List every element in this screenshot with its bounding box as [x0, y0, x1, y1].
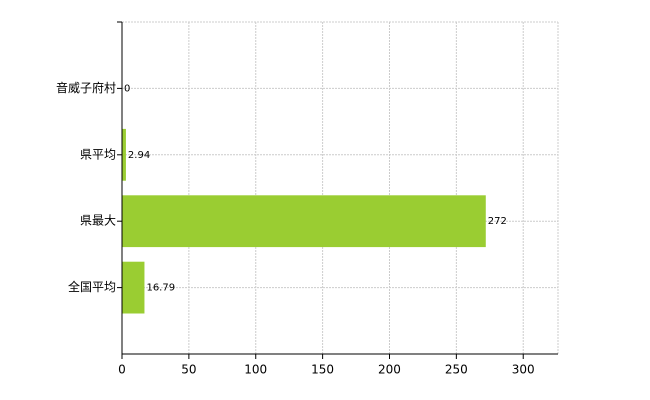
value-label: 0 — [124, 83, 130, 94]
value-label: 2.94 — [128, 150, 150, 161]
y-tick-label: 県最大 — [80, 214, 116, 228]
x-tick-label: 250 — [445, 363, 468, 377]
x-tick-label: 100 — [244, 363, 267, 377]
bar — [122, 128, 126, 181]
x-tick-label: 300 — [512, 363, 535, 377]
bar — [122, 195, 486, 248]
y-tick-label: 音威子府村 — [56, 80, 116, 95]
value-label: 16.79 — [146, 283, 175, 294]
x-tick-label: 0 — [118, 363, 126, 377]
x-tick-label: 200 — [378, 363, 401, 377]
value-label: 272 — [488, 216, 507, 227]
x-tick-label: 50 — [181, 363, 196, 377]
y-tick-label: 全国平均 — [68, 279, 116, 294]
bar — [122, 261, 145, 314]
y-tick-label: 県平均 — [80, 147, 116, 161]
x-tick-label: 150 — [311, 363, 334, 377]
